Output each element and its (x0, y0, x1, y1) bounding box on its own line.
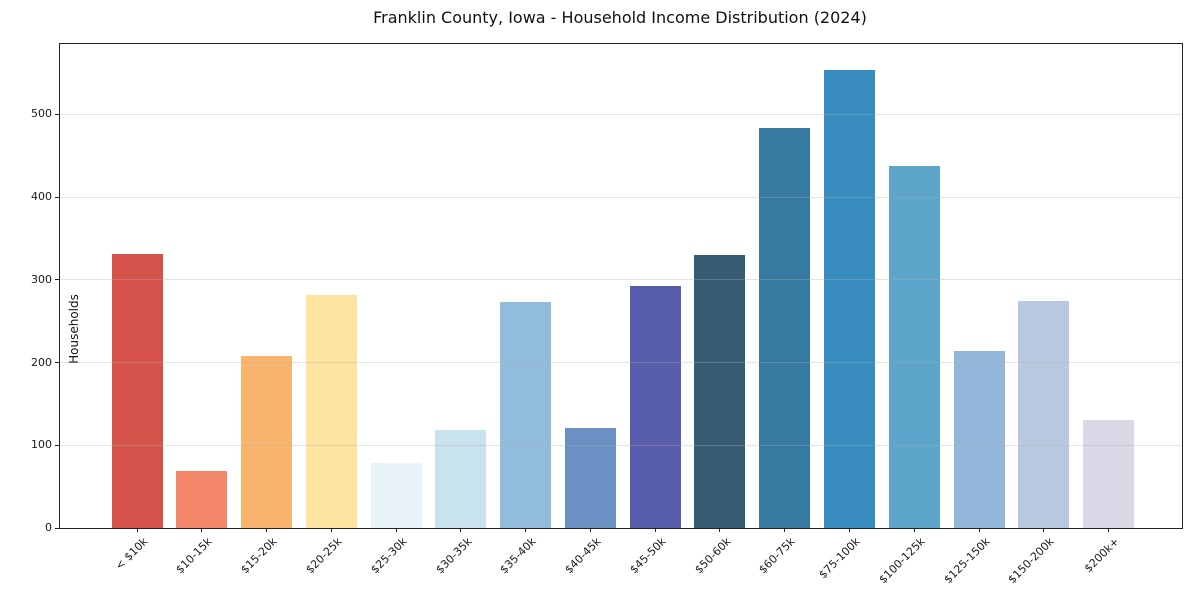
gridline (60, 113, 1182, 115)
x-tick (460, 528, 462, 532)
bar (759, 128, 811, 528)
x-tick (1108, 528, 1110, 532)
x-tick (201, 528, 203, 532)
y-tick-label: 0 (45, 521, 52, 534)
y-tick-label: 200 (31, 355, 52, 369)
y-tick-label: 300 (31, 272, 52, 286)
bar (823, 69, 875, 528)
x-tick (654, 528, 656, 532)
gridline (60, 279, 1182, 281)
x-tick (525, 528, 527, 532)
x-tick (395, 528, 397, 532)
bar (435, 430, 487, 528)
y-tick-label: 100 (31, 438, 52, 452)
x-tick (1043, 528, 1045, 532)
bar (176, 470, 228, 528)
x-tick (913, 528, 915, 532)
y-tick (55, 113, 59, 115)
bar (953, 350, 1005, 528)
x-tick-label: $100-125k (876, 535, 928, 587)
x-tick-label: $150-200k (1005, 535, 1057, 587)
y-tick-label: 500 (31, 107, 52, 121)
x-tick-label: $30-35k (432, 535, 475, 577)
x-tick-label: $40-45k (562, 535, 604, 577)
bar (241, 355, 293, 528)
x-tick-label: $35-40k (497, 535, 539, 577)
y-tick (55, 527, 59, 529)
x-tick (784, 528, 786, 532)
x-tick-label: < $10k (112, 535, 151, 573)
bar (1018, 301, 1070, 528)
x-tick-label: $200k+ (1081, 535, 1122, 576)
x-tick-label: $60-75k (756, 535, 798, 577)
y-tick (55, 444, 59, 446)
bar (564, 427, 616, 528)
x-tick (136, 528, 138, 532)
plot-area: Households 0 100 200 300 400 500 < $10k $10-15k… (31, 43, 1183, 586)
x-tick-label: $25-30k (368, 535, 410, 577)
x-tick-label: $75-100k (816, 535, 863, 582)
bar (111, 254, 163, 528)
x-tick (848, 528, 850, 532)
bar (500, 302, 552, 528)
bar (629, 285, 681, 528)
y-tick (55, 362, 59, 364)
bar (305, 294, 357, 528)
x-tick (330, 528, 332, 532)
x-tick (589, 528, 591, 532)
bar (370, 463, 422, 528)
x-tick (266, 528, 268, 532)
x-tick-label: $10-15k (173, 535, 215, 577)
bar (694, 254, 746, 528)
x-tick-label: $15-20k (238, 535, 280, 577)
y-tick (55, 196, 59, 198)
x-tick (978, 528, 980, 532)
bar (1083, 420, 1135, 528)
chart-title: Franklin County, Iowa - Household Income… (373, 8, 867, 27)
bar (888, 165, 940, 528)
y-axis-label: Households (67, 294, 81, 364)
gridline (60, 362, 1182, 364)
gridline (60, 196, 1182, 198)
x-tick-label: $20-25k (303, 535, 345, 577)
y-tick-label: 400 (31, 190, 52, 204)
y-tick (55, 279, 59, 281)
x-tick-label: $50-60k (691, 535, 734, 577)
x-tick-label: $125-150k (941, 535, 993, 587)
gridline (60, 444, 1182, 446)
x-tick-label: $45-50k (627, 535, 669, 577)
x-tick (719, 528, 721, 532)
